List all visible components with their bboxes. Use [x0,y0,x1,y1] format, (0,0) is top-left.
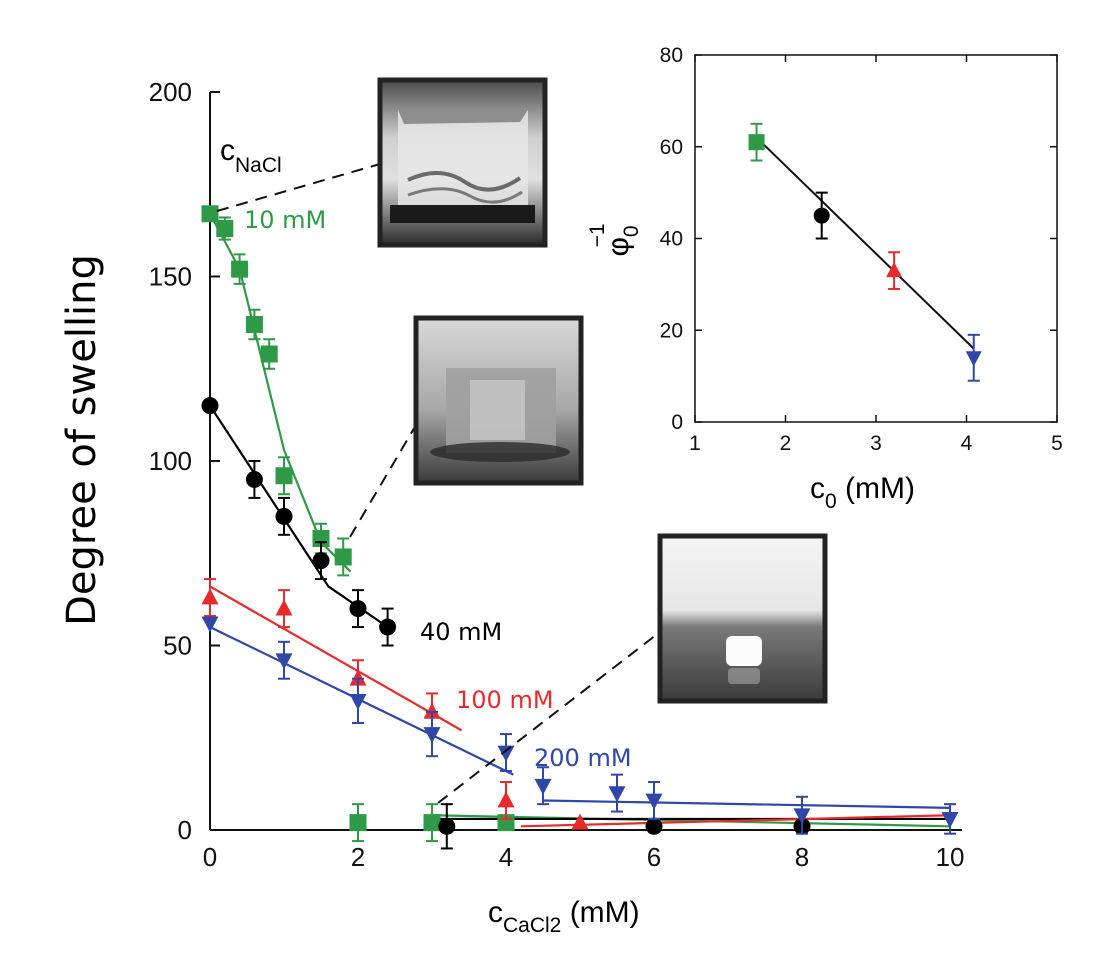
svg-text:φ0−1: φ0−1 [586,223,643,256]
data-point-series-0 [349,814,367,832]
data-point-series-2 [201,588,219,605]
x-tick-label: 2 [351,842,365,872]
data-point-series-3 [608,786,626,803]
fit-line-series-0-0 [209,213,352,573]
y-tick-label: 0 [178,815,192,845]
inset-y-tick-label: 0 [671,411,683,434]
series-label-100mm: 100 mM [456,686,554,714]
y-tick-label: 150 [149,262,192,292]
x-axis-label: cCaCl2 (mM) [488,896,640,937]
fit-line-series-1-0 [209,405,389,628]
gel-photo-medium [413,315,584,486]
inset-chart-axes: 0 20 40 60 80 1 2 3 4 5 [660,44,1063,455]
series-label-10mm: 10 mM [244,206,326,234]
inset-chart-markers [748,122,982,382]
data-point-series-3 [793,808,811,825]
data-point-series-0 [245,315,263,333]
main-chart-markers [201,205,959,850]
inset-y-axis-label: φ0−1 [586,223,643,256]
series-label-200mm: 200 mM [534,744,632,772]
data-point-series-3 [941,812,959,829]
data-point-series-2 [349,669,367,686]
inset-x-tick-label: 3 [870,432,882,455]
x-tick-label: 6 [647,842,661,872]
data-point-series-3 [275,653,293,670]
inset-y-tick-label: 20 [660,319,683,342]
callout-line-photo-2 [349,424,417,538]
inset-x-tick-label: 4 [961,432,973,455]
data-point-series-1 [349,600,367,618]
series-label-40mm: 40 mM [420,618,502,646]
inset-data-point-1 [813,207,830,224]
inset-x-axis-label: c0 (mM) [810,472,915,513]
inset-fit-line [755,136,975,350]
callout-line-photo-3 [437,631,661,804]
data-point-series-0 [231,260,249,278]
fit-line-series-2-1 [520,814,951,828]
gel-photo-small [657,533,828,704]
fit-line-series-3-1 [542,799,951,809]
data-point-series-1 [245,470,263,488]
y-tick-label: 200 [149,77,192,107]
data-point-series-0 [216,220,234,238]
y-tick-label: 50 [163,631,192,661]
inset-x-tick-label: 1 [689,432,701,455]
data-point-series-0 [201,205,219,223]
data-point-series-2 [275,599,293,616]
inset-data-point-2 [886,261,903,278]
inset-x-tick-label: 5 [1051,432,1063,455]
data-point-series-3 [497,745,515,762]
data-point-series-0 [275,467,293,485]
x-tick-label: 4 [499,842,513,872]
data-point-series-0 [423,814,441,832]
data-point-series-1 [275,507,293,525]
inset-data-point-0 [748,134,765,151]
fit-line-series-0-1 [431,814,951,828]
y-tick-label: 100 [149,446,192,476]
data-point-series-1 [645,817,663,835]
data-point-series-1 [201,397,219,415]
x-tick-label: 8 [795,842,809,872]
inset-y-tick-label: 80 [660,44,683,67]
data-point-series-1 [379,618,397,636]
data-point-series-1 [438,817,456,835]
data-point-series-3 [645,793,663,810]
data-point-series-3 [534,778,552,795]
data-point-series-1 [312,552,330,570]
inset-data-point-3 [965,351,982,367]
inset-x-tick-label: 2 [780,432,792,455]
x-tick-label: 0 [203,842,217,872]
gel-photo-large [377,77,548,248]
y-axis-label: Degree of swelling [59,254,105,626]
data-point-series-0 [334,548,352,566]
data-point-series-2 [423,702,441,719]
fit-line-series-2-0 [209,585,463,732]
data-point-series-3 [423,727,441,744]
inset-frame [694,54,1058,423]
x-tick-label: 10 [936,842,965,872]
main-chart-fit-lines [209,213,951,828]
inset-y-tick-label: 60 [660,136,683,159]
data-point-series-0 [260,345,278,363]
data-point-series-3 [349,693,367,711]
data-point-series-2 [571,813,589,830]
inset-y-tick-label: 40 [660,228,683,251]
legend-title: cNaCl [220,134,282,177]
callout-line-photo-1 [216,163,381,212]
data-point-series-3 [201,616,219,633]
data-point-series-2 [497,791,515,808]
